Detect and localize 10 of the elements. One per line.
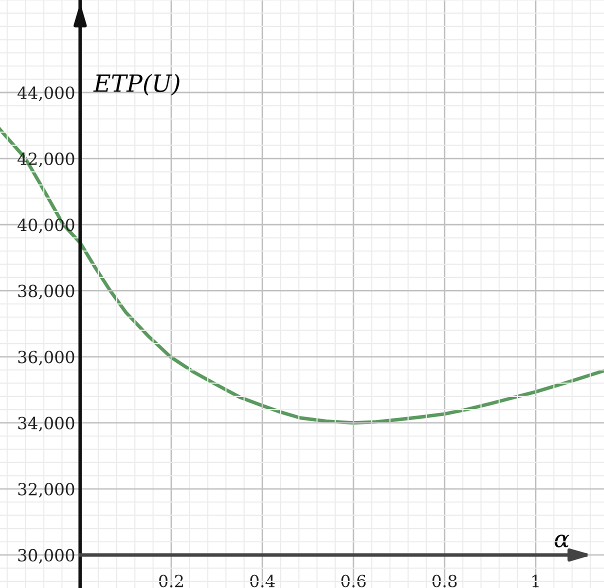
y-tick-label: 32,000 [18,482,74,498]
y-tick-label: 30,000 [18,548,74,564]
y-tick-label: 44,000 [18,86,74,102]
y-tick-label: 36,000 [18,350,74,366]
y-tick-label: 40,000 [18,218,74,234]
y-tick-label: 42,000 [18,152,74,168]
x-axis-title: α [554,534,570,548]
y-tick-label: 34,000 [18,416,74,432]
y-tick-label: 38,000 [18,284,74,300]
y-axis-title: ETP(U) [93,74,180,96]
